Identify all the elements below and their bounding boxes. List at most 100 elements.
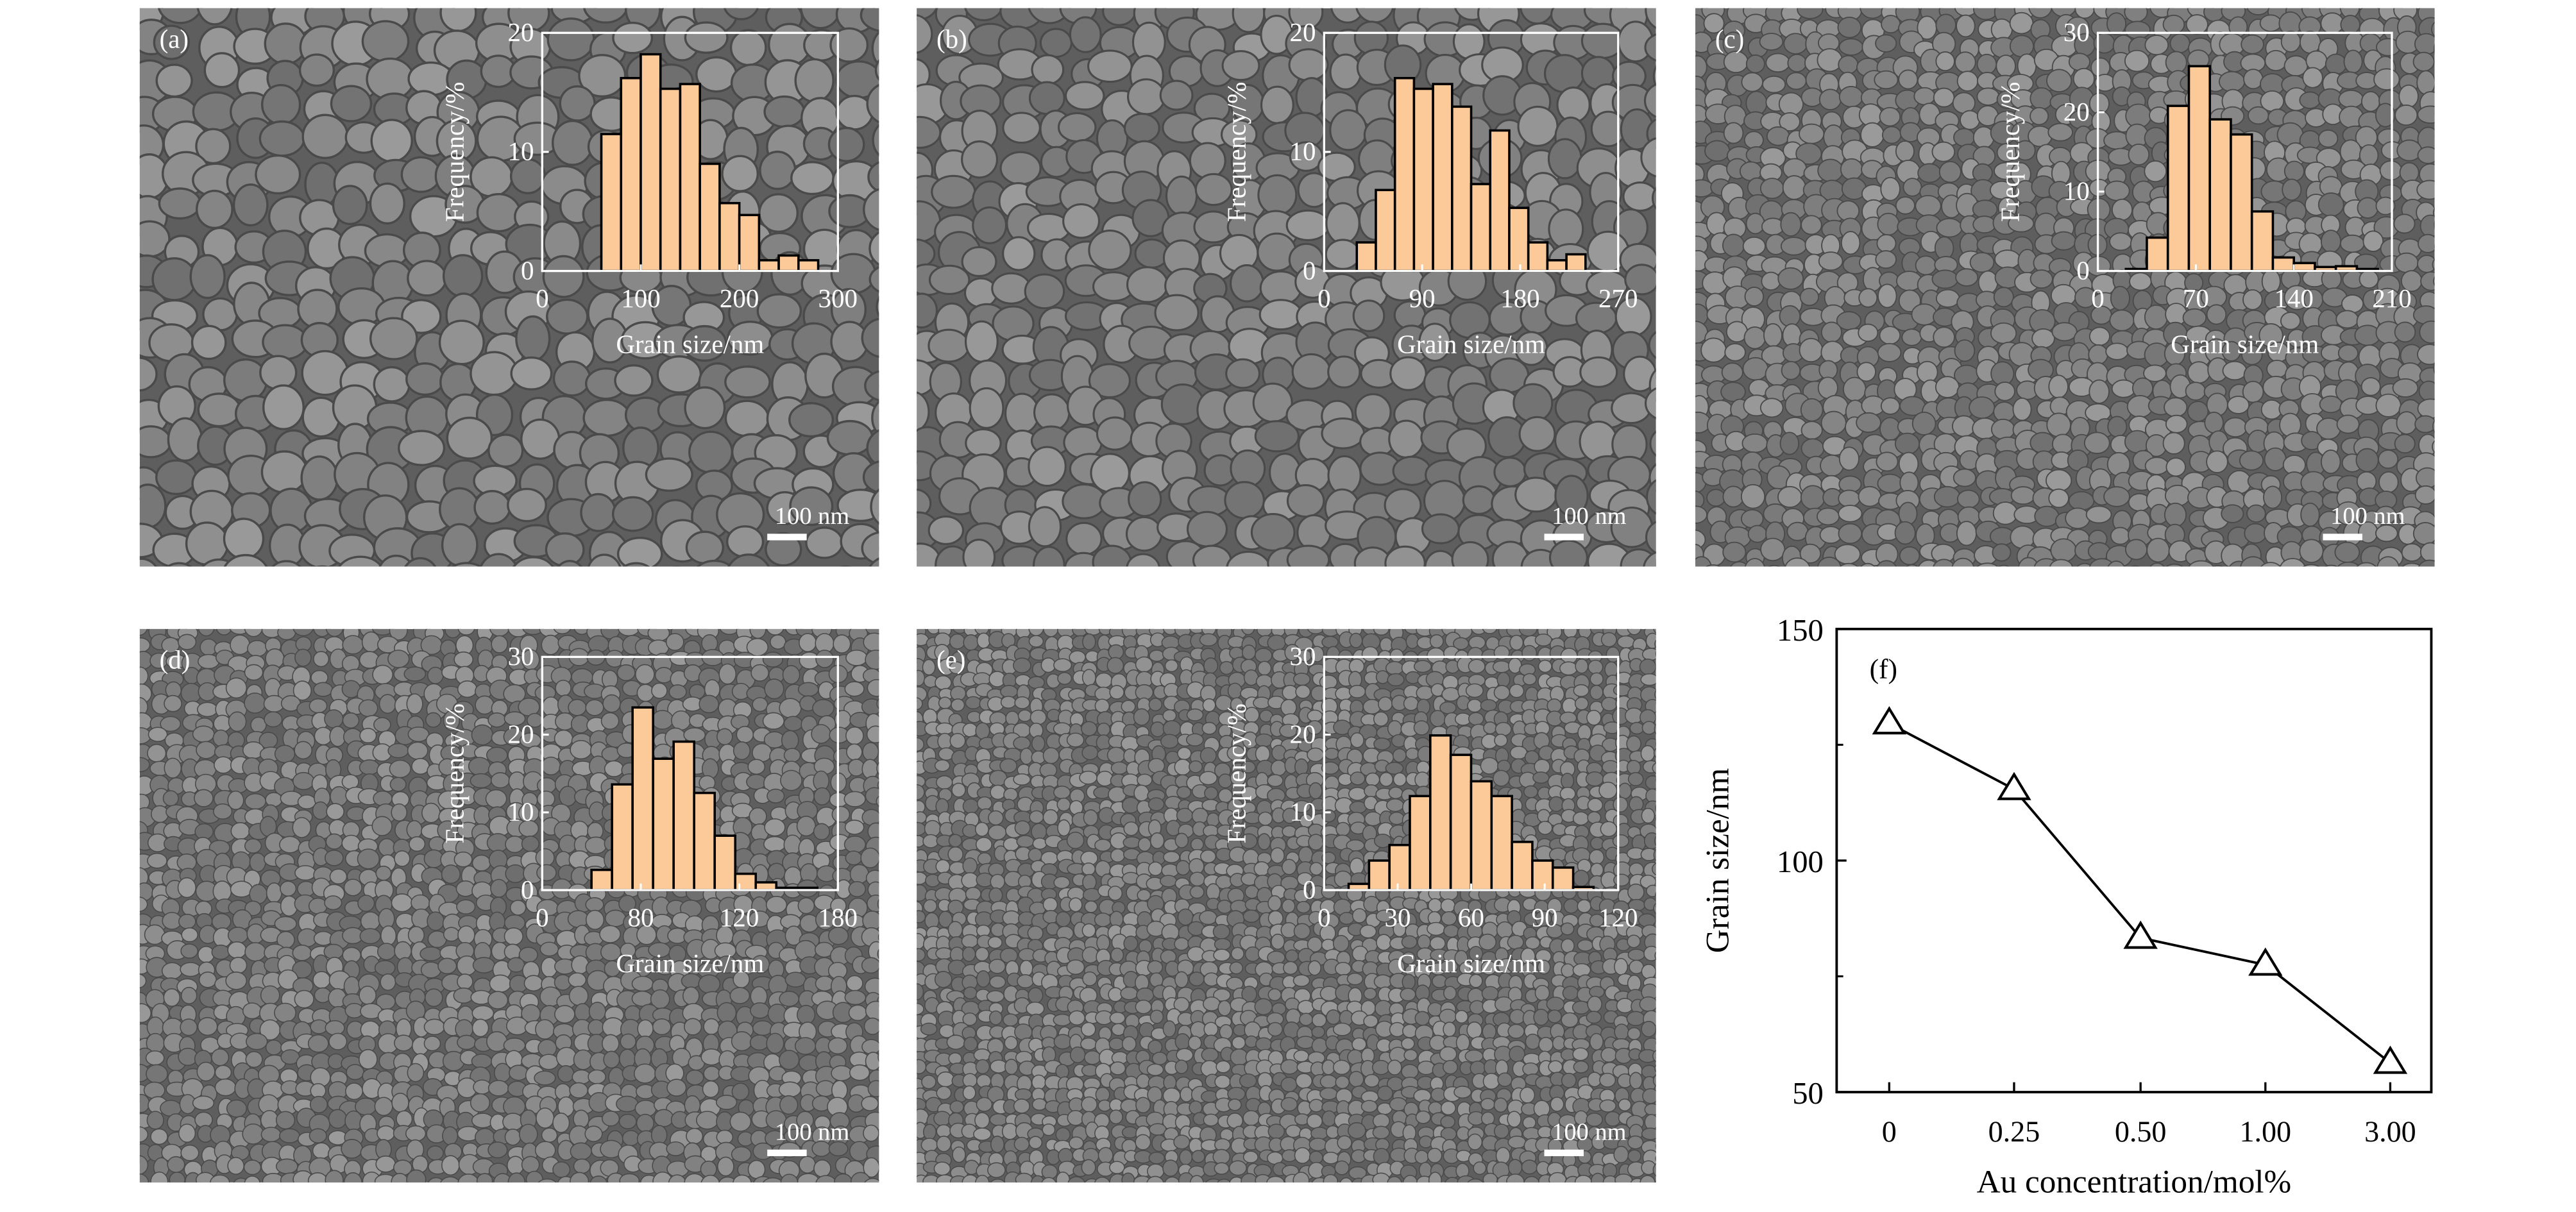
scale-bar-label: 100 nm: [2330, 503, 2405, 530]
histogram-bar: [1412, 87, 1434, 273]
x-axis-label: Grain size/nm: [1397, 948, 1545, 978]
histogram-inset: 0 70 140 210 0 10 20 30 Grain size/nm Frequency/%: [1996, 17, 2412, 359]
histogram-bar: [1388, 843, 1411, 891]
histogram-bar: [1409, 795, 1432, 891]
histogram-bar: [1393, 76, 1416, 273]
histogram-bar: [1546, 259, 1568, 273]
scale-bar-label: 100 nm: [1552, 1118, 1626, 1145]
histogram-bar: [1449, 753, 1473, 891]
histogram-bar: [2292, 262, 2316, 273]
x-tick-label: 300: [818, 283, 858, 313]
y-tick-label: 100: [1777, 845, 1824, 879]
histogram-bar: [2271, 256, 2295, 273]
histogram-bar: [699, 162, 721, 273]
histogram-bar: [1490, 795, 1513, 891]
x-tick-label: 70: [2183, 283, 2209, 313]
x-axis-label: Au concentration/mol%: [1977, 1163, 2292, 1200]
y-tick-label: 10: [508, 137, 534, 166]
histogram-bar: [734, 872, 758, 891]
y-axis-label: Frequency/%: [1221, 82, 1251, 222]
panel-label: (d): [160, 644, 191, 674]
panel-label: (c): [1715, 24, 1744, 53]
y-tick-label: 10: [508, 797, 534, 827]
panel-label: (e): [936, 644, 965, 674]
inset-frame: [541, 655, 839, 891]
x-tick-label: 60: [1458, 902, 1484, 932]
y-tick-label: 20: [2063, 97, 2090, 126]
histogram-bar: [797, 259, 820, 273]
scale-bar-label: 100 nm: [775, 1118, 849, 1145]
plot-frame: [1835, 627, 2433, 1093]
histogram-bar: [1375, 189, 1396, 273]
x-tick-label: 0: [2091, 283, 2104, 313]
y-tick-label: 0: [521, 255, 534, 285]
line-segment: [2140, 936, 2266, 966]
x-tick-label: 210: [2372, 283, 2411, 313]
y-tick-label: 20: [508, 719, 534, 748]
x-axis-label: Grain size/nm: [1397, 330, 1545, 359]
data-point-triangle: [1997, 771, 2031, 800]
data-point-triangle: [2373, 1045, 2408, 1074]
panel-label: (b): [936, 24, 967, 53]
histogram-bar: [2208, 118, 2232, 273]
sem-panel-b: (b) 100 nm 0 90 180 270 0 10 20 Grain size/nm Freq…: [917, 8, 1656, 567]
y-tick-label: 20: [1290, 17, 1316, 47]
y-axis-label: Frequency/%: [439, 703, 469, 843]
sem-micrograph: [139, 628, 879, 1183]
histogram-bar: [652, 757, 675, 891]
y-tick-label: 0: [1303, 255, 1316, 285]
x-tick-label: 270: [1598, 283, 1638, 313]
histogram-bar: [620, 76, 642, 273]
sem-panel-e: (e) 100 nm 0 30 60 90 120 0 10 20 30 Grain size/nm F…: [917, 628, 1656, 1183]
x-tick-label: 90: [1409, 283, 1436, 313]
y-tick-label: 30: [508, 641, 534, 671]
histogram-bar: [2146, 236, 2169, 273]
x-tick-label: 0.25: [1988, 1115, 2040, 1148]
y-tick-label: 30: [1290, 641, 1316, 671]
histogram-bar: [1531, 859, 1554, 891]
x-axis-label: Grain size/nm: [616, 948, 764, 978]
y-tick-label: 20: [1290, 719, 1316, 748]
y-tick-label: 0: [1303, 875, 1316, 904]
line-segment: [1888, 722, 2015, 791]
scale-bar: [1544, 1149, 1584, 1156]
line-segment: [2013, 788, 2142, 939]
histogram-bar: [693, 791, 716, 891]
sem-micrograph: [139, 8, 879, 567]
x-tick-label: 90: [1532, 902, 1558, 932]
histogram-inset: 0 30 60 90 120 0 10 20 30 Grain size/nm Frequency/…: [1221, 641, 1638, 978]
x-tick-label: 100: [621, 283, 660, 313]
data-point-triangle: [2123, 920, 2158, 949]
histogram-bar: [1508, 206, 1530, 273]
histogram-bar: [1355, 241, 1377, 273]
histogram-bar: [640, 53, 662, 273]
x-tick-label: 1.00: [2239, 1115, 2291, 1148]
histogram-bar: [1527, 241, 1549, 273]
histogram-bar: [1429, 734, 1452, 891]
y-axis-label: Frequency/%: [1221, 703, 1251, 843]
histogram-bar: [659, 87, 682, 273]
histogram-bar: [758, 259, 780, 273]
x-tick-label: 180: [818, 902, 858, 932]
x-tick-label: 200: [720, 283, 759, 313]
sem-micrograph: [917, 628, 1656, 1183]
histogram-bar: [1368, 859, 1391, 891]
x-tick-label: 120: [720, 902, 759, 932]
histogram-inset: 0 100 200 300 0 10 20 Grain size/nm Frequency/%: [439, 17, 858, 359]
y-axis-label: Frequency/%: [439, 82, 469, 222]
histogram-bar: [672, 740, 695, 891]
sem-panel-c: (c) 100 nm 0 70 140 210 0 10 20 30 Grain size/nm Fr…: [1695, 8, 2435, 567]
y-tick-label: 50: [1792, 1076, 1824, 1111]
histogram-bar: [777, 254, 800, 273]
y-tick-label: 150: [1777, 613, 1824, 648]
y-tick-label: 10: [1290, 797, 1316, 827]
x-tick-label: 0: [536, 283, 548, 313]
histogram-bar: [2250, 210, 2275, 273]
x-tick-label: 30: [1384, 902, 1411, 932]
histogram-bar: [1432, 83, 1453, 273]
line-segment: [2264, 963, 2391, 1065]
data-point-triangle: [2248, 947, 2283, 976]
histogram-inset: 0 80 120 180 0 10 20 30 Grain size/nm Frequency/%: [439, 641, 858, 978]
histogram-bar: [1565, 253, 1587, 273]
